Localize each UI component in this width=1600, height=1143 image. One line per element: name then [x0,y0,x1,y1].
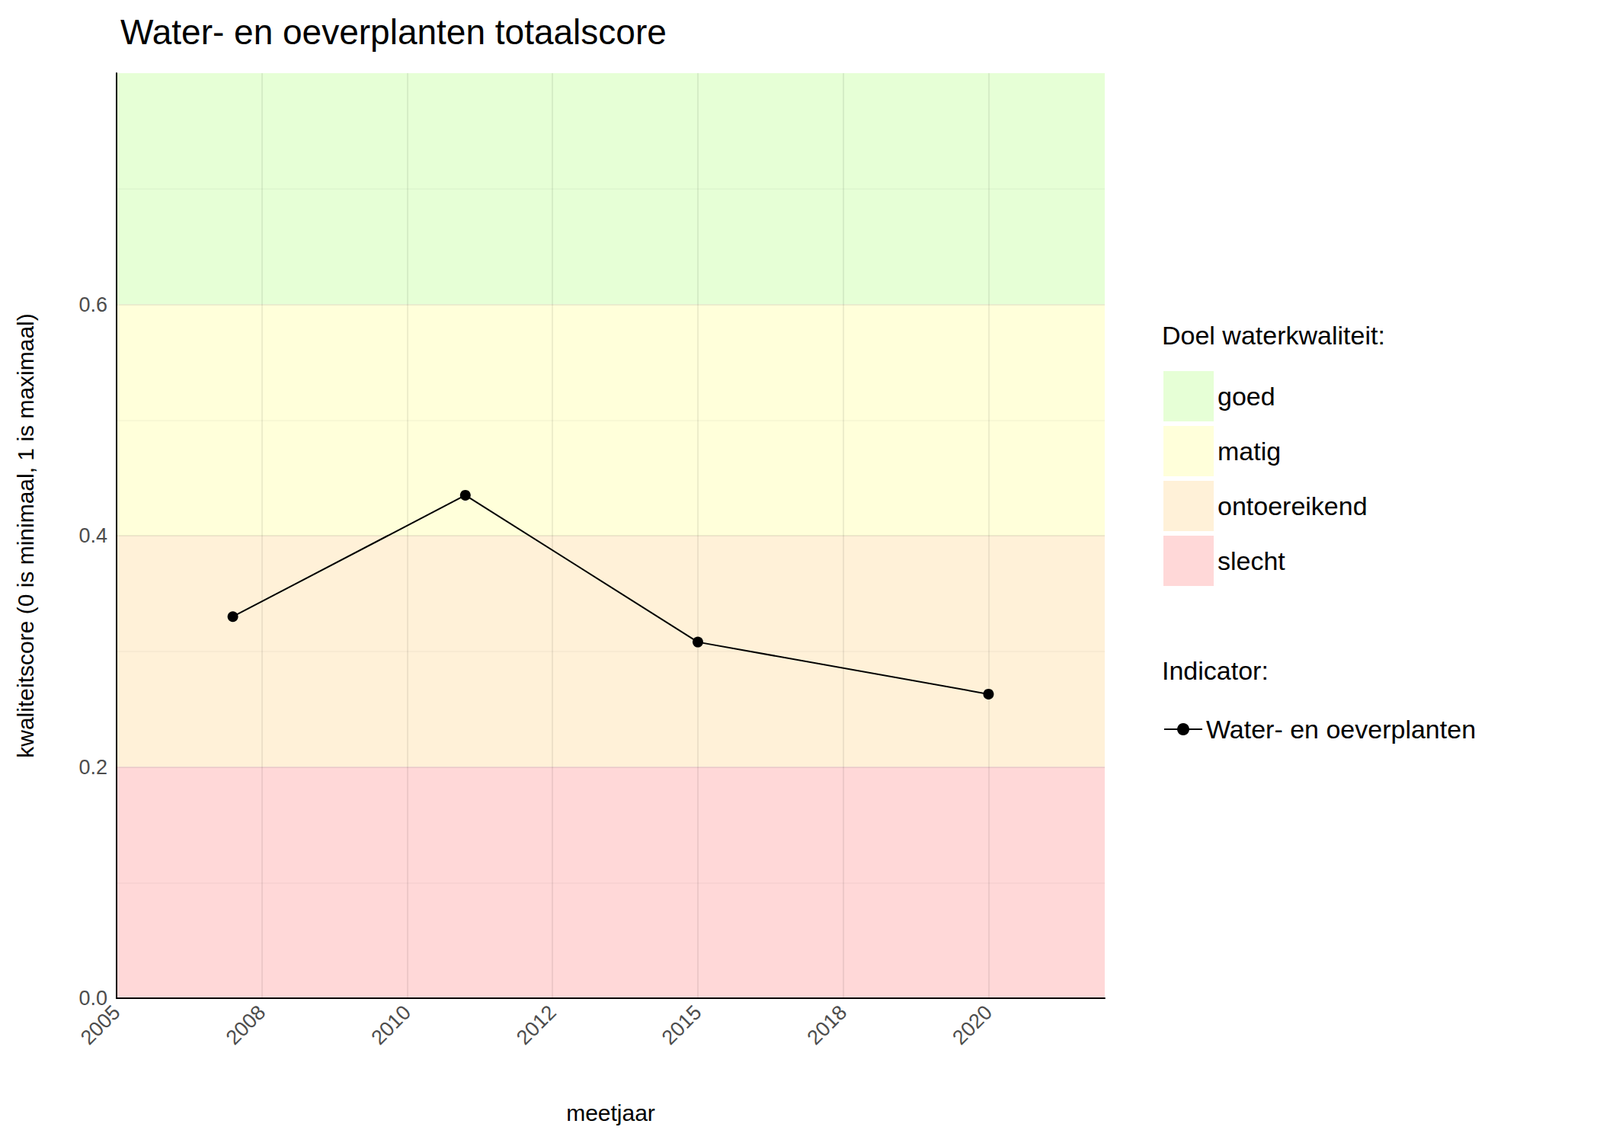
svg-text:0.6: 0.6 [78,293,108,317]
svg-text:meetjaar: meetjaar [566,1100,656,1126]
svg-text:2008: 2008 [221,1000,271,1050]
svg-text:Indicator:: Indicator: [1161,656,1269,685]
svg-text:ontoereikend: ontoereikend [1217,491,1368,521]
svg-text:kwaliteitscore (0 is minimaal,: kwaliteitscore (0 is minimaal, 1 is maxi… [12,313,39,758]
svg-text:Water- en oeverplanten totaals: Water- en oeverplanten totaalscore [120,12,667,52]
svg-text:Doel waterkwaliteit:: Doel waterkwaliteit: [1161,320,1386,350]
svg-text:slecht: slecht [1217,546,1286,576]
svg-text:0.0: 0.0 [78,986,108,1010]
svg-text:2012: 2012 [512,1000,561,1050]
svg-text:2005: 2005 [76,1000,125,1050]
svg-text:0.4: 0.4 [78,524,108,548]
svg-text:matig: matig [1217,436,1281,466]
svg-text:2015: 2015 [657,1000,707,1050]
svg-text:goed: goed [1217,381,1276,411]
svg-text:2010: 2010 [366,1000,416,1050]
svg-text:2018: 2018 [803,1000,852,1050]
svg-text:0.2: 0.2 [78,755,108,779]
svg-text:2020: 2020 [947,1000,997,1050]
svg-text:Water- en oeverplanten: Water- en oeverplanten [1206,714,1476,744]
